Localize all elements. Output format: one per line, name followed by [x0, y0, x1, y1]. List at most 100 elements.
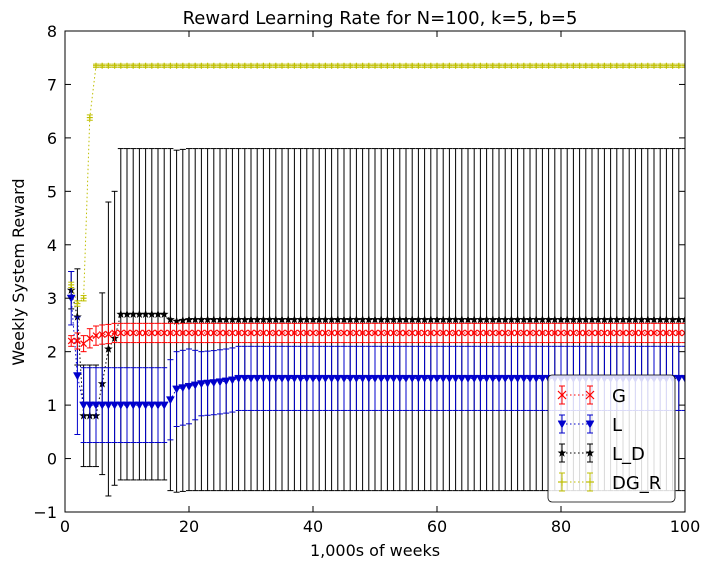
marker-g-66	[476, 329, 484, 337]
marker-l-19	[184, 382, 194, 391]
marker-g-95	[656, 329, 664, 337]
marker-g-70	[501, 329, 509, 337]
marker-g-3-stroke-b	[86, 334, 94, 342]
marker-g-35-stroke-b	[284, 329, 292, 337]
marker-g-90	[625, 329, 633, 337]
marker-l-d-29	[246, 315, 256, 324]
y-tick-label-3: 2	[47, 343, 57, 362]
marker-dg-r-18	[179, 62, 186, 69]
marker-dg-r-0	[68, 281, 75, 288]
marker-g-96-stroke-b	[662, 329, 670, 337]
legend-marker-g-1	[585, 390, 595, 400]
marker-l-7	[110, 401, 120, 410]
marker-g-86	[600, 329, 608, 337]
marker-l-38	[302, 374, 312, 383]
marker-dg-r-24	[217, 62, 223, 69]
marker-g-6-stroke-b	[104, 330, 112, 338]
marker-g-54-stroke-b	[402, 329, 410, 337]
marker-l-d-9	[122, 309, 132, 318]
marker-l-d-20	[190, 315, 200, 324]
marker-dg-r-62	[452, 62, 459, 69]
marker-l-49	[370, 374, 380, 383]
marker-dg-r-92	[638, 62, 645, 69]
marker-l-d-96	[662, 315, 671, 324]
marker-g-40-stroke-b	[315, 329, 323, 337]
marker-g-94-stroke-b	[650, 329, 658, 337]
marker-l-d-12	[141, 309, 150, 318]
marker-g-2-stroke-b	[80, 340, 88, 348]
marker-g-87	[607, 329, 615, 337]
marker-g-93	[644, 329, 652, 337]
marker-g-29	[247, 329, 255, 337]
marker-l-d-37	[296, 315, 305, 324]
marker-g-52-stroke-b	[390, 329, 398, 337]
marker-l-d-74	[525, 315, 535, 324]
marker-dg-r-32	[266, 62, 273, 69]
marker-g-8	[117, 329, 125, 337]
marker-l-75	[531, 374, 541, 383]
marker-l-d-41	[321, 315, 330, 324]
marker-dg-r-9	[124, 62, 130, 69]
legend-entry-l: L	[557, 414, 622, 436]
marker-g-11-stroke-b	[135, 329, 143, 337]
marker-g-91-stroke-b	[631, 329, 639, 337]
marker-dg-r-35	[285, 62, 292, 69]
marker-g-43-stroke-b	[334, 329, 342, 337]
legend-entry-g: G	[557, 385, 626, 407]
marker-dg-r-10	[130, 62, 137, 69]
marker-g-16	[166, 329, 174, 337]
marker-g-28-stroke-b	[241, 329, 249, 337]
marker-g-82	[576, 329, 584, 337]
series-g	[67, 322, 685, 353]
legend-marker-l-d-0	[557, 448, 567, 457]
marker-g-30-stroke-b	[253, 329, 261, 337]
marker-l-d-47	[358, 315, 367, 324]
marker-g-92	[638, 329, 646, 337]
marker-g-26-stroke-b	[228, 329, 236, 337]
marker-g-3	[86, 334, 94, 342]
marker-l-50	[376, 374, 386, 383]
legend-marker-g-0	[557, 390, 567, 400]
marker-l-58	[426, 374, 436, 383]
marker-dg-r-17	[173, 62, 180, 69]
legend-label-l: L	[612, 415, 622, 436]
y-tick-label-1: 0	[47, 450, 57, 469]
marker-l-d-59	[432, 315, 442, 324]
marker-g-23	[210, 329, 218, 337]
marker-l-43	[333, 374, 343, 383]
marker-g-69-stroke-b	[495, 329, 503, 337]
marker-g-15	[160, 329, 168, 337]
marker-l-d-8	[116, 309, 126, 318]
marker-g-85	[594, 329, 602, 337]
marker-g-36-stroke-b	[290, 329, 298, 337]
marker-l-9	[122, 401, 132, 410]
marker-dg-r-19	[186, 62, 192, 69]
marker-g-48-stroke-b	[365, 329, 373, 337]
marker-g-42-stroke-b	[328, 329, 336, 337]
marker-g-9	[123, 329, 131, 337]
marker-dg-r-4	[93, 62, 99, 69]
marker-g-43	[334, 329, 342, 337]
marker-dg-r-48	[365, 62, 372, 69]
legend-entry-l-d: L_D	[557, 443, 645, 465]
marker-g-52	[390, 329, 398, 337]
marker-dg-r-33	[272, 62, 279, 69]
marker-g-22	[204, 329, 212, 337]
marker-dg-r-70	[502, 62, 509, 69]
marker-g-50-stroke-b	[377, 329, 385, 337]
marker-g-99-stroke-a	[681, 329, 685, 334]
marker-g-55-stroke-b	[408, 329, 416, 337]
marker-l-32	[265, 374, 275, 383]
marker-g-66-stroke-b	[476, 329, 484, 337]
marker-dg-r-77	[545, 62, 552, 69]
marker-l-68	[488, 374, 498, 383]
marker-l-d-93	[643, 315, 653, 324]
marker-l-d-62	[451, 315, 460, 324]
marker-l-d-71	[507, 315, 516, 324]
marker-g-15-stroke-b	[160, 329, 168, 337]
marker-dg-r-71	[508, 62, 515, 69]
marker-g-36	[290, 329, 298, 337]
marker-l-76	[537, 374, 547, 383]
marker-l-4	[91, 401, 101, 410]
marker-g-16-stroke-b	[166, 329, 174, 337]
